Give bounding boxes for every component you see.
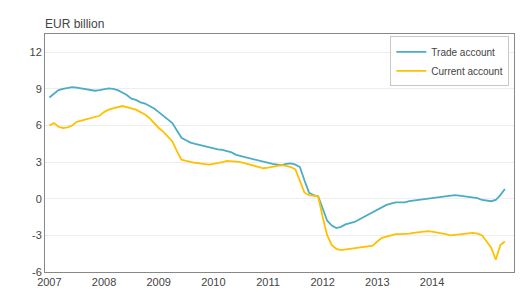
svg-text:2014: 2014 — [420, 276, 444, 288]
svg-text:0: 0 — [36, 193, 42, 205]
svg-text:12: 12 — [30, 46, 42, 58]
svg-text:EUR billion: EUR billion — [45, 17, 104, 31]
svg-text:Current account: Current account — [431, 66, 502, 77]
svg-text:2010: 2010 — [201, 276, 225, 288]
svg-text:-3: -3 — [32, 229, 42, 241]
svg-text:6: 6 — [36, 119, 42, 131]
svg-text:2007: 2007 — [37, 276, 61, 288]
svg-text:2011: 2011 — [256, 276, 280, 288]
svg-text:-6: -6 — [32, 266, 42, 278]
svg-text:3: 3 — [36, 156, 42, 168]
svg-text:2012: 2012 — [310, 276, 334, 288]
svg-text:9: 9 — [36, 83, 42, 95]
svg-text:2008: 2008 — [92, 276, 116, 288]
svg-text:2013: 2013 — [365, 276, 389, 288]
svg-text:2009: 2009 — [146, 276, 170, 288]
svg-text:Trade account: Trade account — [431, 47, 495, 58]
